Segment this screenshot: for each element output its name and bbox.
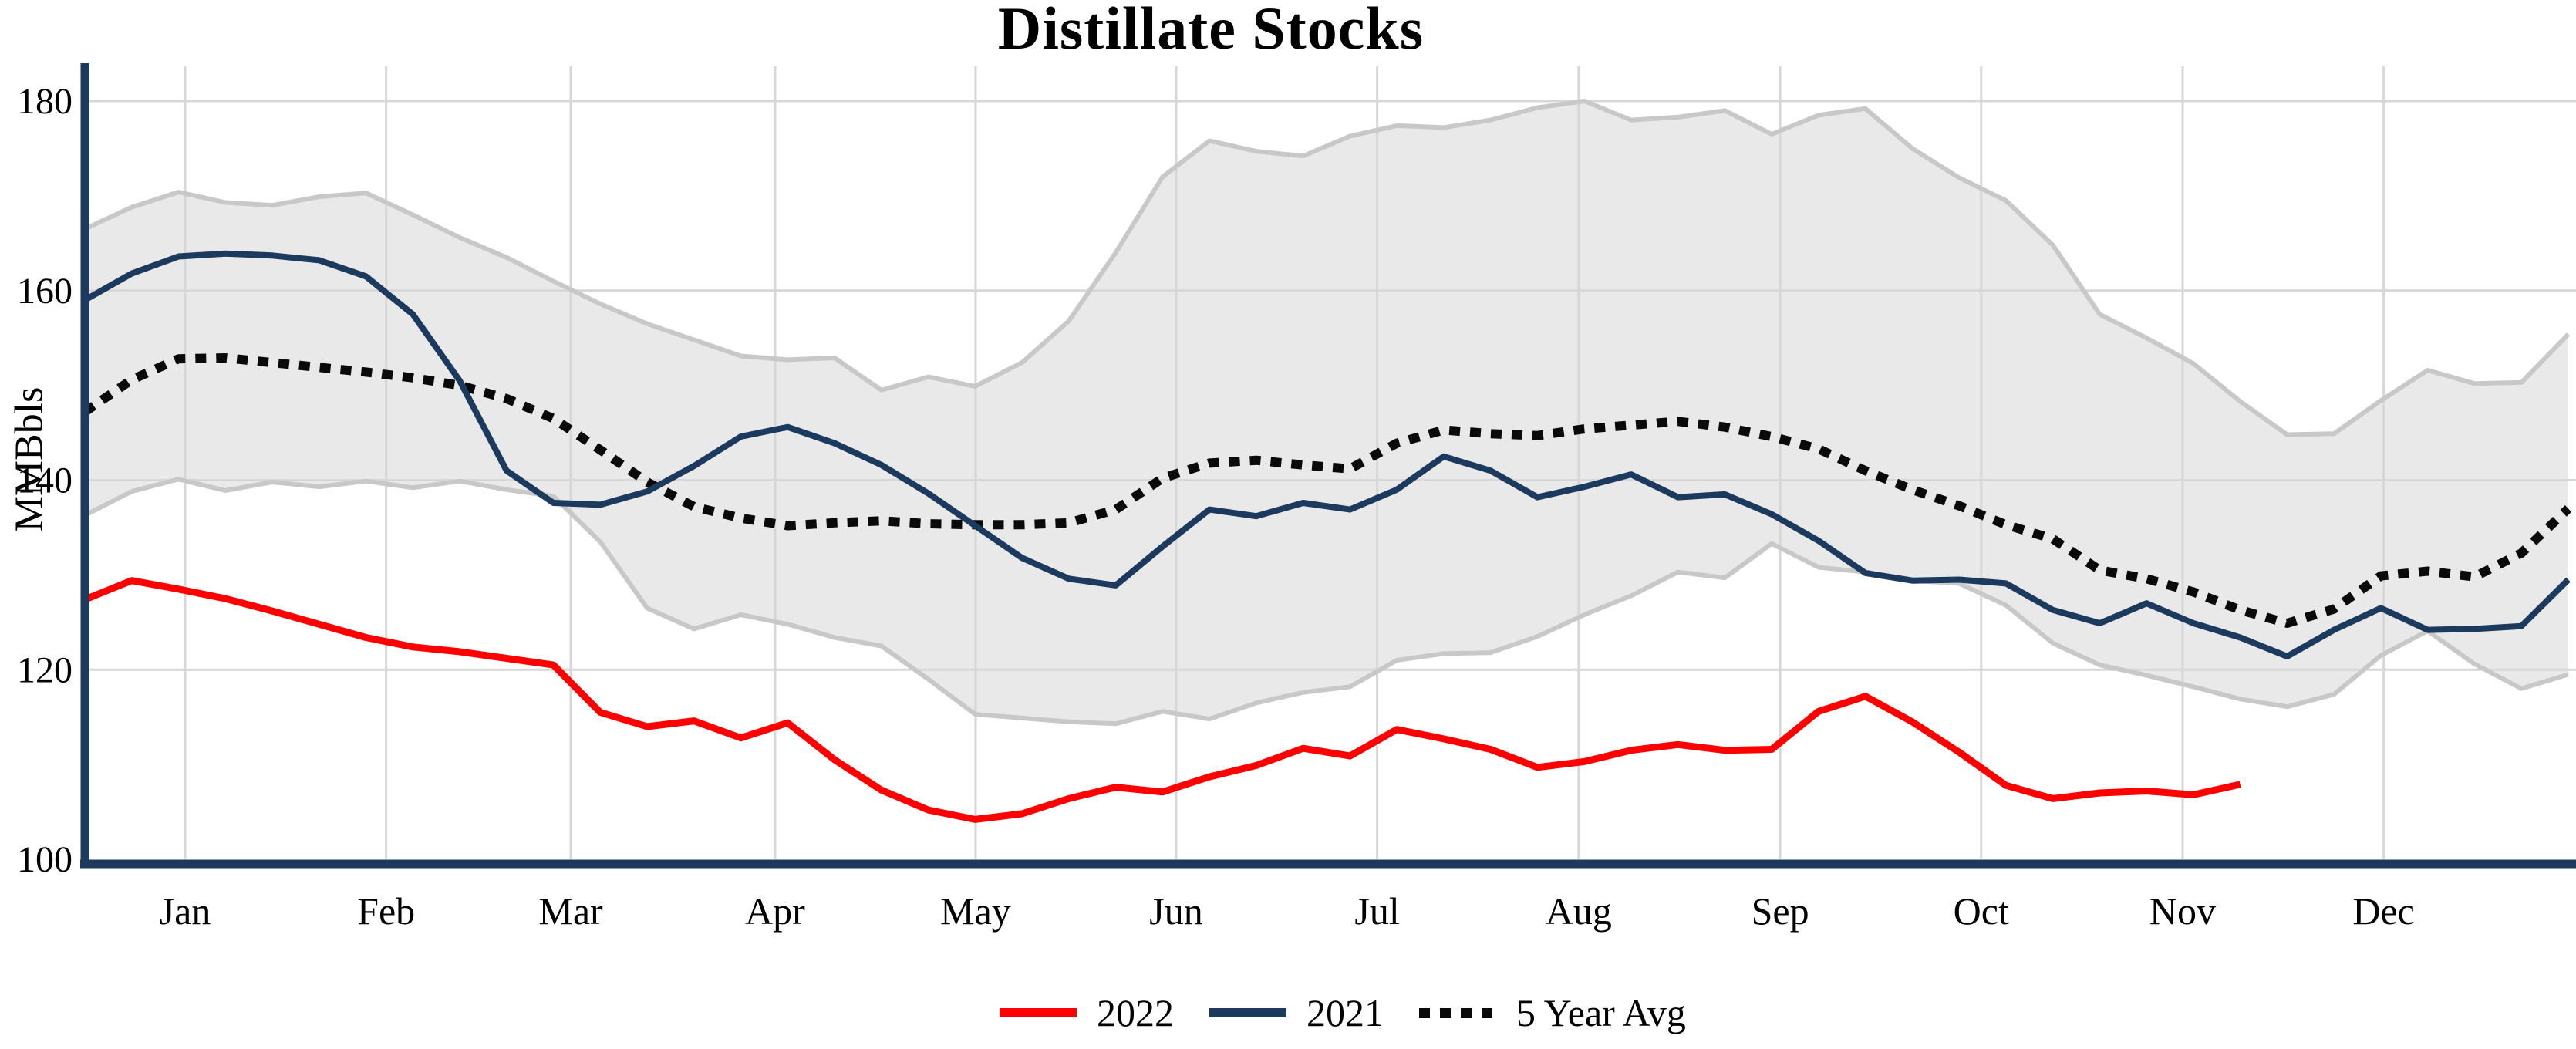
x-tick-label-Dec: Dec — [2352, 889, 2415, 933]
chart-title: Distillate Stocks — [997, 0, 1425, 62]
legend-label-5yr-avg: 5 Year Avg — [1516, 991, 1686, 1034]
x-tick-label-Mar: Mar — [538, 889, 603, 933]
series-2021-line — [83, 250, 2571, 659]
series-2022-line — [83, 577, 2241, 823]
band-lower-edge — [83, 477, 2569, 727]
x-tick-label-May: May — [940, 889, 1011, 933]
y-tick-label-140: 140 — [17, 460, 72, 501]
x-tick-label-Nov: Nov — [2149, 889, 2216, 933]
legend-label-2021: 2021 — [1307, 991, 1384, 1034]
legend-swatch-2022-icon — [1000, 1008, 1077, 1017]
y-tick-label-160: 160 — [17, 271, 72, 312]
x-tick-label-Sep: Sep — [1752, 889, 1809, 933]
legend-item-2022: 2022 — [1000, 993, 1174, 1032]
band-upper-edge — [83, 99, 2571, 437]
y-tick-label-100: 100 — [17, 839, 72, 880]
x-tick-label-Jul: Jul — [1354, 889, 1399, 933]
x-tick-label-Jan: Jan — [160, 889, 211, 933]
x-tick-label-Jun: Jun — [1149, 889, 1202, 933]
x-tick-label-Oct: Oct — [1954, 889, 2009, 933]
x-tick-label-Apr: Apr — [745, 889, 805, 933]
legend-swatch-5yr-avg-icon — [1419, 1007, 1496, 1018]
five-year-range-band — [85, 101, 2568, 724]
x-tick-label-Aug: Aug — [1546, 889, 1612, 933]
y-axis-title: MMBbls — [7, 386, 52, 532]
legend-swatch-2021-icon — [1209, 1008, 1286, 1017]
series-5-year-avg-line — [82, 353, 2572, 628]
legend-item-5yr-avg: 5 Year Avg — [1419, 993, 1686, 1032]
legend-label-2022: 2022 — [1097, 991, 1174, 1034]
y-tick-label-120: 120 — [17, 649, 72, 690]
legend-item-2021: 2021 — [1209, 993, 1384, 1032]
legend: 2022 2021 5 Year Avg — [1000, 993, 1686, 1032]
x-tick-label-Feb: Feb — [357, 889, 415, 933]
y-tick-label-180: 180 — [17, 81, 72, 122]
